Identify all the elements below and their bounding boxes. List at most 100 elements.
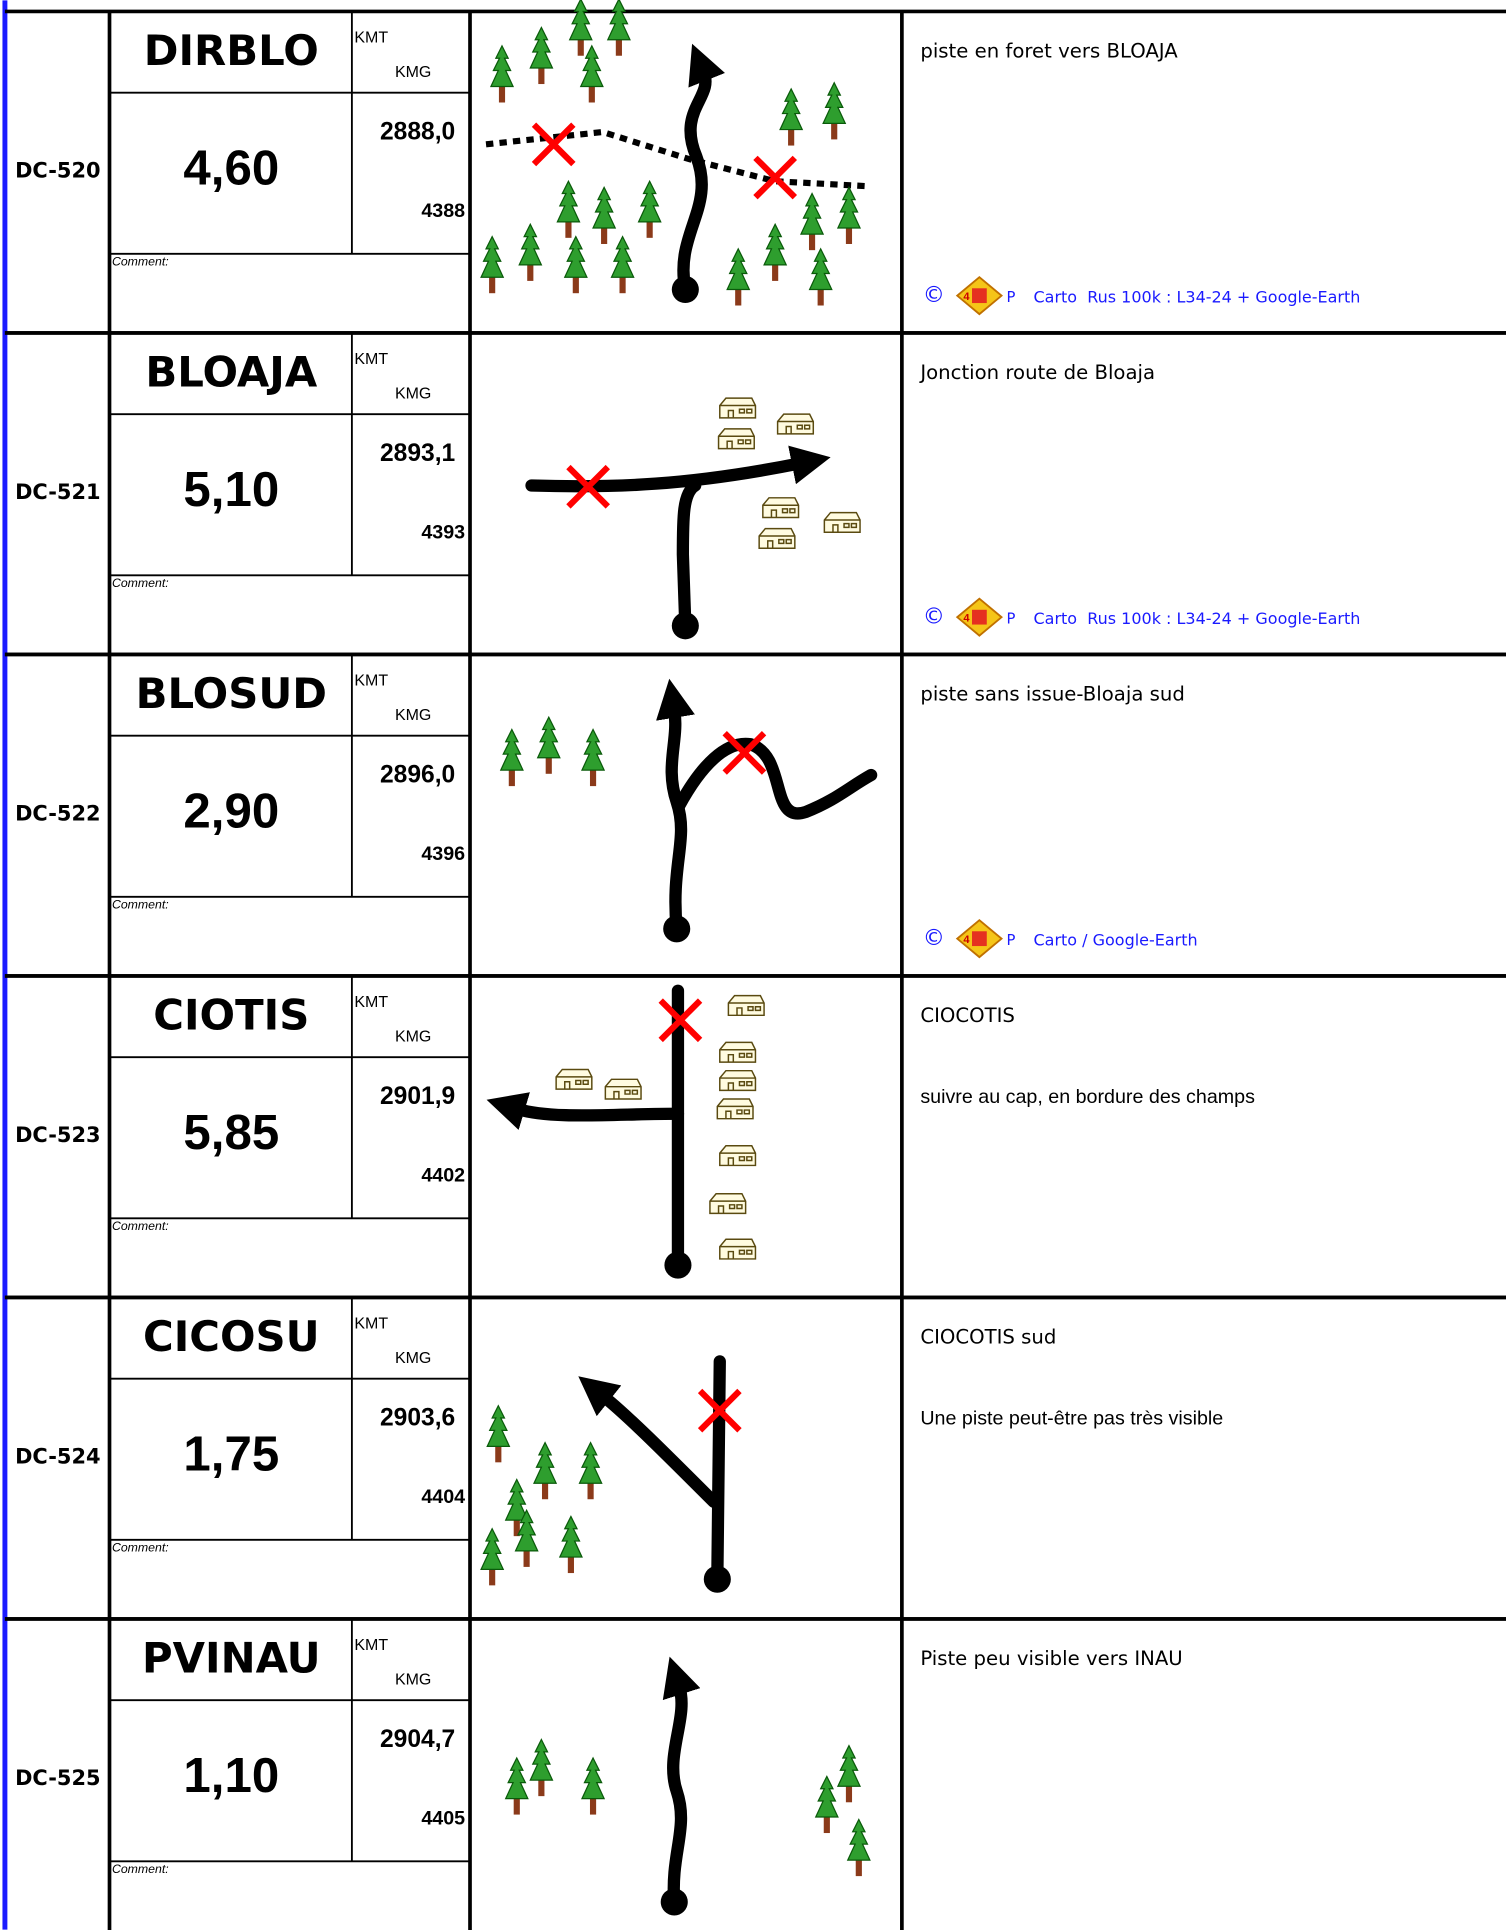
road (662, 1656, 701, 1909)
house (776, 413, 815, 435)
waypoint-id: DC-525 (15, 1766, 101, 1790)
tree-crown (581, 1756, 606, 1800)
kmg-label: KMG (395, 1672, 431, 1689)
logo-center (972, 609, 987, 625)
kmg-value: 4404 (421, 1486, 465, 1508)
tree-trunk (587, 1482, 594, 1500)
tree-crown (480, 1527, 505, 1570)
house (719, 1145, 757, 1167)
waypoint-row: DC-521 BLOAJA 5,10 KMT KMG 2893,1 4393 Comment:… (4, 331, 1506, 657)
kmg-value: 4388 (421, 200, 465, 222)
kmt-value: 2893,1 (380, 440, 455, 467)
kmg-value: 4393 (421, 522, 465, 544)
start-dot (703, 1565, 731, 1593)
logo-letter: P (1006, 611, 1015, 628)
kmg-value: 4402 (421, 1165, 465, 1187)
kmg-label: KMG (395, 1029, 431, 1046)
sketch (525, 397, 861, 640)
tree-crown (726, 247, 751, 291)
tree-trunk (845, 1785, 853, 1803)
kmg-label: KMG (395, 1350, 431, 1367)
tree-trunk (572, 275, 579, 294)
kmt-label: KMT (354, 673, 388, 690)
tree-crown (606, 0, 631, 41)
tree-crown (814, 1775, 839, 1818)
kmt-value: 2901,9 (380, 1083, 455, 1110)
distance: 5,85 (183, 1105, 279, 1160)
road (525, 445, 831, 493)
waypoint-row: DC-525 PVINAU 1,10 KMT KMG 2904,7 4405 Comment:… (4, 1617, 1506, 1930)
tree-trunk (601, 226, 608, 244)
sketch (504, 1656, 871, 1916)
distance: 5,10 (183, 462, 279, 517)
kmt-label: KMT (354, 1637, 388, 1654)
house (758, 527, 796, 550)
house (604, 1078, 642, 1100)
tree-trunk (508, 768, 515, 787)
house (719, 1041, 757, 1063)
red-cross (531, 122, 576, 167)
kmt-label: KMT (354, 30, 388, 47)
tree-crown (556, 179, 581, 223)
tree-trunk (565, 220, 572, 238)
road (656, 678, 695, 935)
tree-crown (518, 222, 543, 266)
tree-crown (529, 26, 554, 69)
tree-crown (578, 1441, 603, 1484)
kmg-value: 4396 (421, 843, 465, 865)
description: piste sans issue-Bloaja sud (920, 683, 1185, 706)
tree-crown (529, 1738, 554, 1781)
tree-trunk (855, 1858, 862, 1877)
sketch (480, 0, 868, 306)
tree-crown (822, 81, 847, 125)
description: suivre au cap, en bordure des champs (920, 1086, 1255, 1108)
road (578, 1376, 720, 1508)
sketch (480, 1355, 742, 1593)
waypoint-name: DIRBLO (144, 26, 319, 75)
description: Une piste peut-être pas très visible (920, 1407, 1223, 1429)
red-cross (753, 155, 798, 200)
comment-label: Comment: (112, 1862, 169, 1876)
tree-crown (536, 715, 561, 759)
waypoint-row: DC-524 CICOSU 1,75 KMT KMG 2903,6 4404 Comment:… (4, 1295, 1506, 1621)
kmt-label: KMT (354, 994, 388, 1011)
kmg-value: 4405 (421, 1808, 465, 1830)
tree-crown (504, 1478, 529, 1521)
tree-trunk (646, 220, 653, 238)
logo-letter: P (1006, 932, 1015, 949)
tree-trunk (545, 756, 552, 774)
tree-crown (779, 87, 804, 131)
logo-center (972, 288, 987, 304)
waypoint-row: DC-523 CIOTIS 5,85 KMT KMG 2901,9 4402 Comment:… (4, 974, 1506, 1300)
tree-crown (579, 44, 604, 88)
tree-trunk (735, 288, 742, 306)
kmt-value: 2896,0 (380, 762, 455, 789)
dotted-track (485, 128, 868, 190)
start-dot (664, 1251, 692, 1279)
start-dot (663, 915, 691, 943)
tree-trunk (498, 85, 506, 103)
house (719, 397, 757, 419)
logo-letter: P (1006, 289, 1015, 306)
comment-label: Comment: (112, 1219, 169, 1233)
tree-crown (514, 1508, 539, 1552)
waypoint-name: BLOAJA (145, 347, 317, 396)
kmt-value: 2904,7 (380, 1726, 455, 1753)
kmt-label: KMT (354, 351, 388, 368)
tree-trunk (817, 288, 824, 306)
kmg-label: KMG (395, 386, 431, 403)
red-cross (658, 998, 703, 1043)
kmt-value: 2903,6 (380, 1405, 455, 1432)
house (717, 428, 755, 450)
tree-trunk (615, 38, 622, 56)
distance: 1,10 (183, 1748, 279, 1803)
tree-crown (533, 1441, 558, 1484)
tree-trunk (845, 226, 853, 244)
house (555, 1068, 593, 1090)
tree-crown (808, 247, 833, 291)
red-cross (697, 1388, 742, 1433)
tree-crown (480, 235, 505, 278)
waypoint-name: BLOSUD (136, 669, 327, 718)
tree-crown (499, 728, 524, 771)
description: piste en foret vers BLOAJA (920, 40, 1178, 63)
